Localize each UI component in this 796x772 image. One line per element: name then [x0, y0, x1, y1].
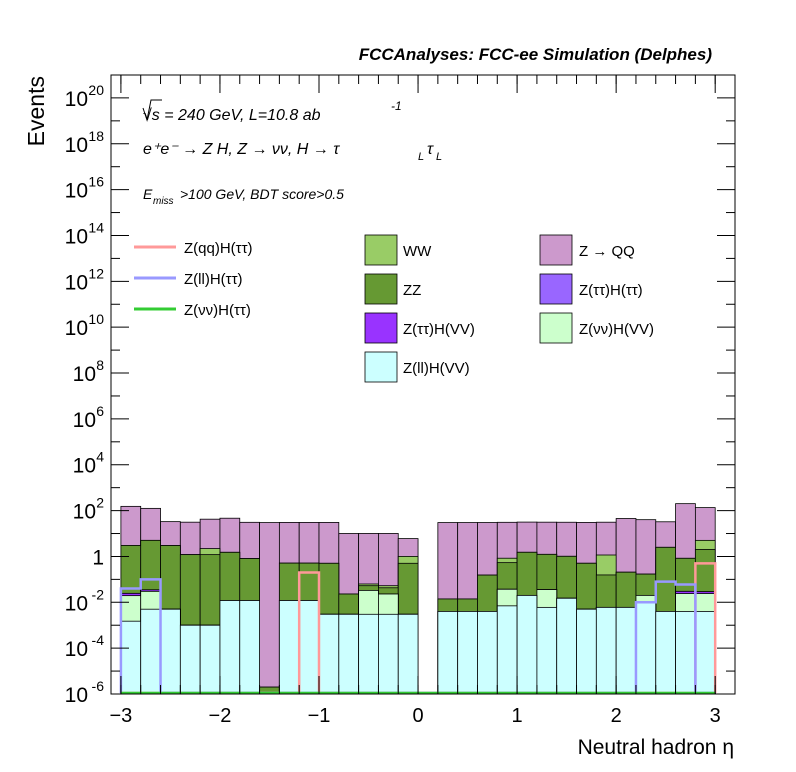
y-tick-label: 10: [65, 225, 88, 248]
x-tick-label: −1: [308, 705, 331, 727]
legend: Z(qq)H(ττ) Z(ll)H(ττ) Z(νν)H(ττ) WW ZZ Z(ττ)H…: [134, 234, 654, 383]
y-tick-label-exp: 4: [96, 449, 104, 465]
x-tick-label: 1: [512, 705, 523, 727]
annotation-process: e⁺e⁻ → Z H, Z → νν, H → τ: [143, 141, 340, 158]
legend-fill-swatch: [364, 351, 398, 383]
y-tick-label-exp: 20: [88, 82, 104, 98]
annotation-block: √s = 240 GeV, L=10.8 ab -1 e⁺e⁻ → Z H, Z…: [142, 99, 442, 207]
y-tick-label: 10: [65, 592, 88, 615]
bar-z-ll-h-vv--28: [675, 611, 696, 695]
legend-label: WW: [403, 243, 432, 260]
legend-label: Z(νν)H(ττ): [184, 302, 251, 319]
axes: −3 −2 −1 0 1 2 3201018101610141012101010810610…: [65, 74, 735, 727]
bar-z-ll-h-vv--25: [615, 606, 637, 695]
bar-z-ll-h-vv--17: [457, 611, 478, 695]
y-tick-label: 10: [65, 180, 88, 203]
bar-z-ll-h-vv--13: [378, 613, 399, 695]
bar-z-ll-h-vv--29: [694, 611, 716, 695]
y-tick-label: 10: [73, 363, 96, 386]
y-tick-label-exp: 10: [88, 311, 104, 327]
bar-z-ll-h-vv--14: [397, 613, 419, 695]
y-tick-label: 10: [65, 271, 88, 294]
y-tick-label: 10: [73, 409, 96, 432]
y-tick-label-exp: 18: [88, 128, 104, 144]
y-tick-label-exp: -2: [92, 586, 105, 602]
bar-z-ll-h-vv--16: [437, 611, 459, 695]
legend-label: Z(νν)H(VV): [579, 321, 654, 338]
x-tick-label: 2: [611, 705, 622, 727]
legend-label: Z(ττ)H(ττ): [579, 282, 643, 299]
stacked-histograms: [120, 503, 716, 695]
bar-z-ll-h-vv--18: [477, 611, 498, 695]
bar-z-ll-h-vv--10: [318, 613, 340, 695]
annotation-cuts-sub: miss: [153, 196, 174, 207]
x-tick-label: −3: [109, 705, 132, 727]
y-tick-label: 10: [65, 88, 88, 111]
bar-z-ll-h-vv--20: [516, 594, 538, 695]
legend-label: Z(qq)H(ττ): [184, 240, 253, 257]
annotation-process-tau2: τ: [427, 141, 434, 158]
plot-frame: [110, 74, 736, 695]
bar-z-ll-h-vv--0: [120, 620, 142, 695]
legend-label: Z → QQ: [579, 243, 635, 260]
x-tick-label: 0: [412, 705, 423, 727]
y-tick-label-exp: 14: [88, 219, 104, 235]
bar-z-ll-h-vv--21: [536, 606, 558, 695]
bar-z-ll-h-vv--5: [219, 600, 241, 695]
y-tick-label-exp: 6: [96, 403, 104, 419]
legend-fill-swatch: [539, 312, 573, 344]
bar-z-ll-h-vv--22: [556, 597, 577, 695]
bar-z-ll-h-vv--12: [358, 613, 379, 695]
y-tick-label-exp: -4: [92, 632, 105, 648]
bar-z-ll-h-vv--9: [298, 600, 320, 695]
annotation-process-sub2: L: [436, 151, 442, 163]
y-tick-label: 10: [65, 638, 88, 661]
annotation-cuts: >100 GeV, BDT score>0.5: [180, 186, 344, 202]
legend-fill-swatch: [364, 234, 398, 266]
bar-z-ll-h-vv--23: [576, 608, 597, 695]
sqrt-icon: [142, 99, 162, 122]
x-tick-label: −2: [209, 705, 232, 727]
y-tick-label: 1: [92, 546, 104, 569]
bar-z-ll-h-vv--26: [635, 601, 657, 695]
annotation-cuts-e: E: [143, 186, 153, 202]
legend-label: Z(ll)H(VV): [403, 360, 470, 377]
bar-z-ll-h-vv--4: [199, 624, 221, 695]
x-tick-label: 3: [710, 705, 721, 727]
legend-label: Z(ττ)H(VV): [403, 321, 475, 338]
bar-z-ll-h-vv--6: [239, 600, 260, 695]
legend-label: ZZ: [403, 282, 421, 299]
y-tick-label: 10: [73, 501, 96, 524]
legend-fill-swatch: [539, 234, 573, 266]
y-tick-label: 10: [65, 134, 88, 157]
annotation-process-sub1: L: [418, 151, 424, 163]
bar-z-ll-h-vv--27: [655, 611, 676, 695]
bar-z-ll-h-vv--2: [160, 608, 181, 695]
legend-fill-swatch: [539, 273, 573, 305]
y-tick-label-exp: 12: [88, 265, 104, 281]
bar-z-ll-h-vv--19: [496, 605, 518, 695]
y-axis-label: Events: [23, 76, 49, 146]
annotation-energy: √s = 240 GeV, L=10.8 ab: [143, 107, 321, 124]
bar-z-ll-h-vv--8: [278, 600, 300, 695]
x-axis-label: Neutral hadron η: [578, 736, 734, 759]
legend-label: Z(ll)H(ττ): [184, 271, 243, 288]
y-tick-label: 10: [65, 317, 88, 340]
bar-z-ll-h-vv--3: [179, 624, 201, 695]
chart-title: FCCAnalyses: FCC-ee Simulation (Delphes): [359, 45, 713, 64]
legend-fill-swatch: [364, 312, 398, 344]
y-tick-label: 10: [65, 684, 88, 707]
y-tick-label-exp: 2: [96, 495, 104, 511]
bar-z-ll-h-vv--24: [595, 606, 617, 695]
bar-z-ll-h-vv--11: [338, 613, 360, 695]
y-tick-label-exp: 8: [96, 357, 104, 373]
legend-fill-swatch: [364, 273, 398, 305]
bar-z-qq-7: [259, 522, 280, 695]
y-tick-label-exp: -6: [92, 678, 105, 694]
annotation-energy-exp: -1: [391, 99, 402, 113]
y-tick-label-exp: 16: [88, 174, 104, 190]
bar-z-ll-h-vv--1: [140, 608, 161, 695]
y-tick-label: 10: [73, 455, 96, 478]
